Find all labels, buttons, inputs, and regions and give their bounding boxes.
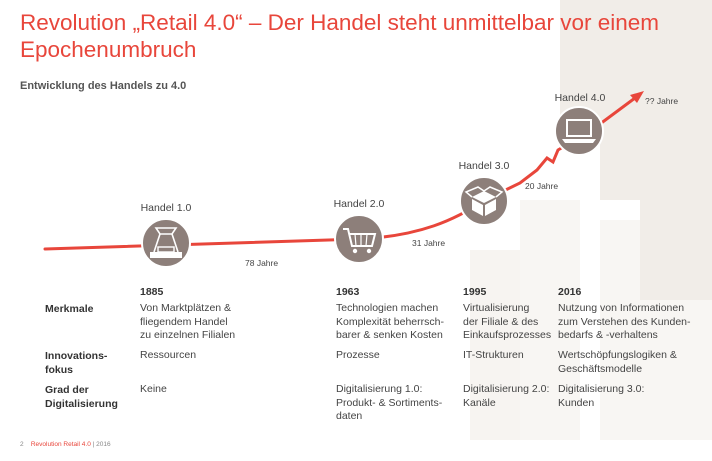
cell-merkmale-1: Von Marktplätzen & fliegendem Handel zu ei… xyxy=(140,302,236,341)
page-title: Revolution „Retail 4.0“ – Der Handel ste… xyxy=(20,10,660,62)
stage-label-1: Handel 1.0 xyxy=(140,202,192,214)
stage-label-2: Handel 2.0 xyxy=(333,198,385,210)
stage-label-4: Handel 4.0 xyxy=(554,92,606,104)
year-1: 1885 xyxy=(140,286,164,298)
parcel-box-icon xyxy=(459,176,509,226)
footer-page-number: 2 xyxy=(20,441,24,448)
cell-merkmale-3: Virtualisierung der Filiale & des Einkaufs… xyxy=(463,302,552,341)
footer: 2 Revolution Retail 4.0 | 2016 xyxy=(20,441,111,448)
cell-digitalisierung-1: Keine xyxy=(140,383,167,395)
shopping-cart-icon xyxy=(334,214,384,264)
cell-digitalisierung-3: Digitalisierung 2.0: Kanäle xyxy=(463,383,550,409)
cell-innovationsfokus-1: Ressourcen xyxy=(140,349,197,361)
year-4: 2016 xyxy=(558,286,582,298)
gap-label-2: 31 Jahre xyxy=(412,238,446,248)
page-subtitle: Entwicklung des Handels zu 4.0 xyxy=(20,80,187,92)
gap-label-3: 20 Jahre xyxy=(525,181,559,191)
timeline-arrowhead xyxy=(630,91,644,103)
cell-digitalisierung-4: Digitalisierung 3.0: Kunden xyxy=(558,383,645,409)
scale-icon xyxy=(141,218,191,268)
year-2: 1963 xyxy=(336,286,360,298)
stage-label-3: Handel 3.0 xyxy=(458,160,510,172)
cell-merkmale-4: Nutzung von Informationen zum Verstehen d… xyxy=(558,302,691,341)
cell-innovationsfokus-3: IT-Strukturen xyxy=(463,349,524,361)
cell-merkmale-2: Technologien machen Komplexität beherrsch… xyxy=(336,302,444,341)
gap-label-1: 78 Jahre xyxy=(245,258,279,268)
laptop-icon xyxy=(554,106,604,156)
footer-year: | 2016 xyxy=(92,441,111,448)
cell-digitalisierung-2: Digitalisierung 1.0: Produkt- & Sortiment… xyxy=(336,383,443,422)
footer-brand: Revolution Retail 4.0 xyxy=(30,441,91,448)
row-head-digitalisierung: Grad der Digitalisierung xyxy=(45,384,118,410)
background-decoration xyxy=(470,0,712,440)
row-head-innovationsfokus: Innovations-fokus xyxy=(45,350,108,376)
gap-label-4: ?? Jahre xyxy=(645,96,679,106)
cell-innovationsfokus-2: Prozesse xyxy=(336,349,380,361)
row-head-merkmale: Merkmale xyxy=(45,303,94,315)
cell-innovationsfokus-4: Wertschöpfungslogiken & Geschäftsmodelle xyxy=(558,349,677,375)
year-3: 1995 xyxy=(463,286,487,298)
